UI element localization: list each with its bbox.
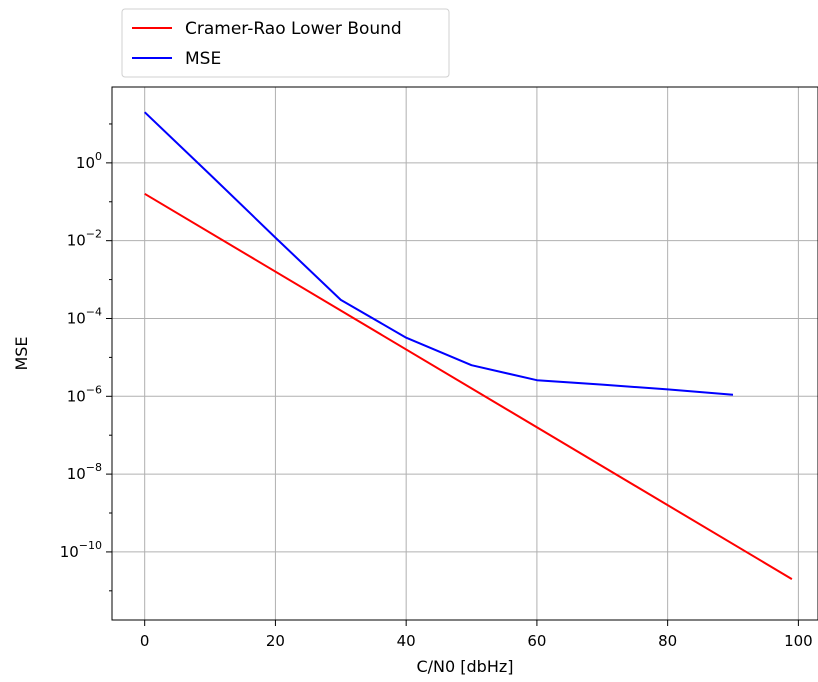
series-line-cramer-rao-lower-bound <box>144 192 793 580</box>
x-tick-label: 20 <box>266 632 285 650</box>
x-tick-label: 80 <box>658 632 677 650</box>
legend-label: MSE <box>185 49 221 69</box>
y-axis-title: MSE <box>12 336 31 370</box>
series-layer <box>144 111 793 580</box>
y-tick-label: 10−2 <box>67 228 102 250</box>
series-line-mse <box>144 111 734 396</box>
legend: Cramer-Rao Lower Bound MSE <box>121 8 450 78</box>
legend-label: Cramer-Rao Lower Bound <box>185 19 402 39</box>
legend-box <box>121 8 450 78</box>
y-tick-label: 10−8 <box>67 461 102 483</box>
y-tick-label: 10−6 <box>67 383 102 405</box>
x-axis-ticks: 0 20 40 60 80 100 <box>140 620 813 650</box>
x-tick-label: 100 <box>784 632 813 650</box>
y-tick-label: 10−4 <box>67 305 102 327</box>
x-axis-title: C/N0 [dbHz] <box>416 657 513 676</box>
y-tick-label: 100 <box>76 150 102 172</box>
y-axis-ticks: 100 10−2 10−4 10−6 10−8 10−10 <box>60 123 112 592</box>
x-tick-label: 0 <box>140 632 150 650</box>
x-tick-label: 60 <box>527 632 546 650</box>
grid-lines <box>112 87 818 620</box>
y-tick-label: 10−10 <box>60 539 102 561</box>
plot-frame <box>111 86 818 621</box>
x-tick-label: 40 <box>397 632 416 650</box>
